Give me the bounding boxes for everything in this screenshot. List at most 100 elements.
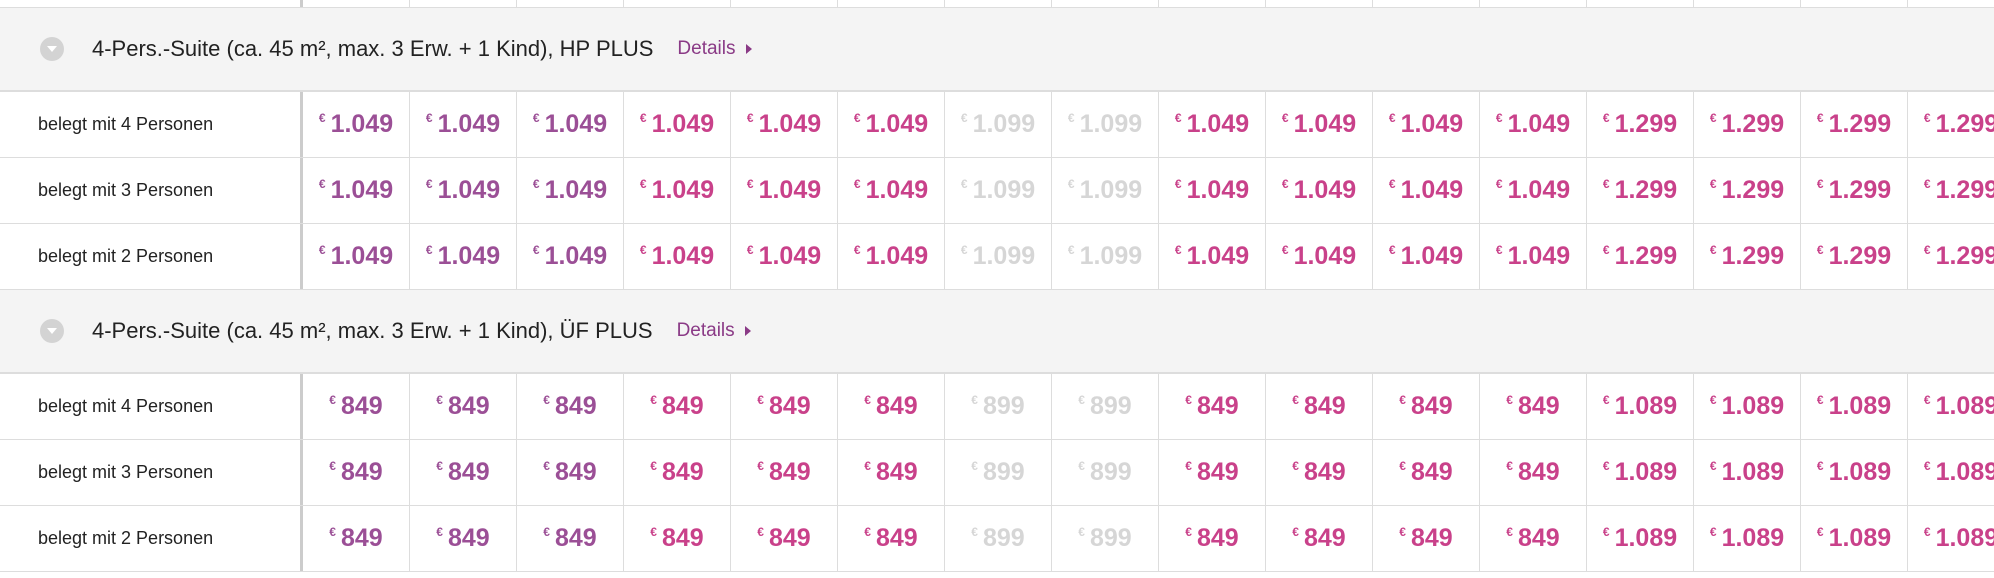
- price-cell[interactable]: €1.049: [731, 224, 838, 289]
- price-cell[interactable]: €1.089: [1587, 506, 1694, 571]
- price-cell[interactable]: €1.049: [624, 92, 731, 157]
- price-cell[interactable]: €1.049: [1373, 158, 1480, 223]
- price-cell[interactable]: €1.299: [1694, 224, 1801, 289]
- price-cell[interactable]: €1.049: [1159, 224, 1266, 289]
- price-cell[interactable]: €849: [410, 506, 517, 571]
- price-cell[interactable]: €1.049: [624, 158, 731, 223]
- price-cell[interactable]: €1.049: [303, 224, 410, 289]
- price-cell[interactable]: €899: [1052, 374, 1159, 439]
- price-cell[interactable]: €899: [1052, 440, 1159, 505]
- price-cell[interactable]: €1.089: [1801, 374, 1908, 439]
- price-cell[interactable]: €849: [731, 440, 838, 505]
- price-cell[interactable]: €1.049: [410, 224, 517, 289]
- price-cell[interactable]: €849: [624, 374, 731, 439]
- price-cell[interactable]: €1.049: [1480, 158, 1587, 223]
- price-cell[interactable]: €849: [731, 374, 838, 439]
- price-cell[interactable]: €1.089: [1801, 506, 1908, 571]
- price-cell[interactable]: €849: [1266, 506, 1373, 571]
- price-cell[interactable]: €1.049: [838, 92, 945, 157]
- price-cell[interactable]: €1.049: [624, 224, 731, 289]
- price-cell[interactable]: €849: [410, 440, 517, 505]
- price-cell[interactable]: €899: [945, 506, 1052, 571]
- price-cell[interactable]: €1.089: [1694, 374, 1801, 439]
- price-cell[interactable]: €1.089: [1908, 374, 1994, 439]
- price-cell[interactable]: €1.089: [1694, 506, 1801, 571]
- price-cell[interactable]: €1.049: [1480, 92, 1587, 157]
- price-cell[interactable]: €849: [517, 506, 624, 571]
- price-cell[interactable]: €1.089: [1908, 506, 1994, 571]
- price-cell[interactable]: €1.089: [1587, 374, 1694, 439]
- price-cell[interactable]: €1.299: [1694, 158, 1801, 223]
- price-cell[interactable]: €849: [1159, 374, 1266, 439]
- price-cell[interactable]: €849: [303, 506, 410, 571]
- price-cell[interactable]: €1.099: [1052, 158, 1159, 223]
- price-cell[interactable]: €1.089: [1908, 440, 1994, 505]
- price-cell[interactable]: €899: [945, 374, 1052, 439]
- price-cell[interactable]: €849: [517, 374, 624, 439]
- price-cell[interactable]: €1.299: [1908, 158, 1994, 223]
- price-cell[interactable]: €849: [838, 506, 945, 571]
- price-cell[interactable]: €1.049: [731, 92, 838, 157]
- price-cell[interactable]: €849: [1159, 440, 1266, 505]
- price-cell[interactable]: €1.089: [1694, 440, 1801, 505]
- price-cell[interactable]: €1.099: [1052, 92, 1159, 157]
- price-cell[interactable]: €1.049: [303, 92, 410, 157]
- price-cell[interactable]: €1.299: [1801, 224, 1908, 289]
- price-cell[interactable]: €849: [1159, 506, 1266, 571]
- price-cell[interactable]: €1.049: [1266, 224, 1373, 289]
- price-cell[interactable]: €1.049: [517, 158, 624, 223]
- price-cell[interactable]: €1.299: [1801, 158, 1908, 223]
- price-cell[interactable]: €1.049: [517, 224, 624, 289]
- price-cell[interactable]: €849: [838, 374, 945, 439]
- price-cell[interactable]: €849: [517, 440, 624, 505]
- price-cell[interactable]: €1.099: [945, 158, 1052, 223]
- price-cell[interactable]: €1.049: [838, 224, 945, 289]
- price-cell[interactable]: €849: [303, 374, 410, 439]
- price-cell[interactable]: €1.049: [1373, 92, 1480, 157]
- price-cell[interactable]: €849: [624, 506, 731, 571]
- price-cell[interactable]: €849: [1373, 374, 1480, 439]
- details-link[interactable]: Details: [677, 38, 752, 60]
- price-cell[interactable]: €1.089: [1587, 440, 1694, 505]
- price-cell[interactable]: €1.049: [838, 158, 945, 223]
- price-cell[interactable]: €1.299: [1908, 92, 1994, 157]
- price-cell[interactable]: €849: [1480, 440, 1587, 505]
- price-cell[interactable]: €1.049: [1266, 158, 1373, 223]
- price-cell[interactable]: €849: [1266, 440, 1373, 505]
- price-cell[interactable]: €849: [410, 374, 517, 439]
- price-cell[interactable]: €1.299: [1908, 224, 1994, 289]
- price-cell[interactable]: €849: [303, 440, 410, 505]
- price-cell[interactable]: €849: [1373, 506, 1480, 571]
- price-cell[interactable]: €1.049: [1480, 224, 1587, 289]
- price-cell[interactable]: €1.299: [1694, 92, 1801, 157]
- chevron-down-icon[interactable]: [40, 319, 64, 343]
- price-cell[interactable]: €849: [624, 440, 731, 505]
- price-cell[interactable]: €1.089: [1801, 440, 1908, 505]
- price-cell[interactable]: €1.099: [1052, 224, 1159, 289]
- price-cell[interactable]: €849: [838, 440, 945, 505]
- price-cell[interactable]: €849: [1480, 506, 1587, 571]
- price-cell[interactable]: €1.049: [1159, 158, 1266, 223]
- price-cell[interactable]: €1.049: [731, 158, 838, 223]
- price-cell[interactable]: €899: [945, 440, 1052, 505]
- price-cell[interactable]: €849: [1373, 440, 1480, 505]
- price-cell[interactable]: €1.049: [1266, 92, 1373, 157]
- price-cell[interactable]: €849: [731, 506, 838, 571]
- price-cell[interactable]: €1.099: [945, 92, 1052, 157]
- details-link[interactable]: Details: [677, 320, 751, 342]
- price-cell[interactable]: €849: [1480, 374, 1587, 439]
- price-cell[interactable]: €1.299: [1801, 92, 1908, 157]
- price-cell[interactable]: €899: [1052, 506, 1159, 571]
- price-cell[interactable]: €1.049: [410, 158, 517, 223]
- price-cell[interactable]: €1.299: [1587, 158, 1694, 223]
- price-cell[interactable]: €1.049: [410, 92, 517, 157]
- price-cell[interactable]: €1.299: [1587, 92, 1694, 157]
- price-cell[interactable]: €1.049: [1159, 92, 1266, 157]
- price-cell[interactable]: €1.049: [303, 158, 410, 223]
- chevron-down-icon[interactable]: [40, 37, 64, 61]
- price-cell[interactable]: €1.049: [517, 92, 624, 157]
- price-cell[interactable]: €1.049: [1373, 224, 1480, 289]
- price-cell[interactable]: €1.299: [1587, 224, 1694, 289]
- price-cell[interactable]: €849: [1266, 374, 1373, 439]
- price-cell[interactable]: €1.099: [945, 224, 1052, 289]
